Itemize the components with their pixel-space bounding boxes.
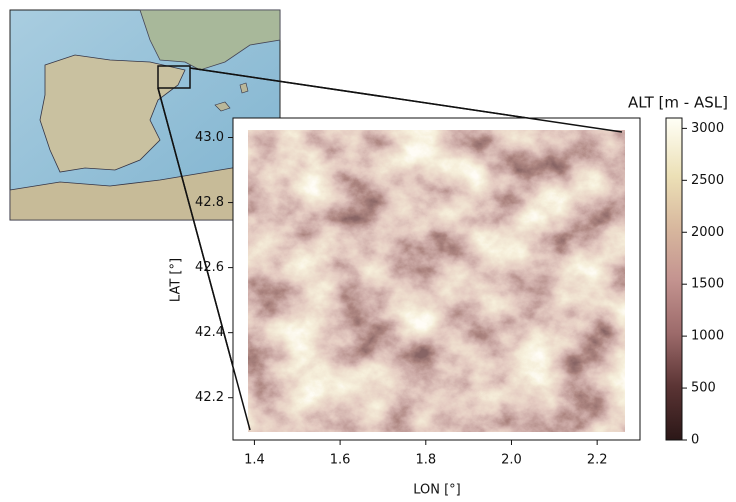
colorbar-tick-label: 1500 xyxy=(691,277,724,292)
colorbar-tick-label: 1000 xyxy=(691,329,724,344)
x-tick-label: 2.0 xyxy=(501,453,522,468)
colorbar-tick-label: 500 xyxy=(691,381,716,396)
x-tick-label: 1.8 xyxy=(415,453,436,468)
elevation-image xyxy=(248,130,625,432)
colorbar-tick-label: 2500 xyxy=(691,173,724,188)
y-tick-label: 42.8 xyxy=(195,195,224,210)
x-tick-label: 1.6 xyxy=(330,453,351,468)
y-tick-label: 43.0 xyxy=(195,130,224,145)
y-tick-label: 42.4 xyxy=(195,325,224,340)
y-axis-label: LAT [°] xyxy=(169,258,184,302)
x-tick-label: 1.4 xyxy=(244,453,265,468)
colorbar-tick-label: 3000 xyxy=(691,121,724,136)
x-axis-label: LON [°] xyxy=(413,483,461,498)
y-tick-label: 42.6 xyxy=(195,260,224,275)
figure: LON [°] LAT [°] ALT [m - ASL] 1.4 1.6 1.8 2… xyxy=(0,0,736,502)
colorbar-tick-label: 2000 xyxy=(691,225,724,240)
y-tick-label: 42.2 xyxy=(195,390,224,405)
colorbar-label: ALT [m - ASL] xyxy=(628,94,728,112)
colorbar-tick-label: 0 xyxy=(691,433,699,448)
colorbar xyxy=(666,118,682,440)
x-tick-label: 2.2 xyxy=(587,453,608,468)
